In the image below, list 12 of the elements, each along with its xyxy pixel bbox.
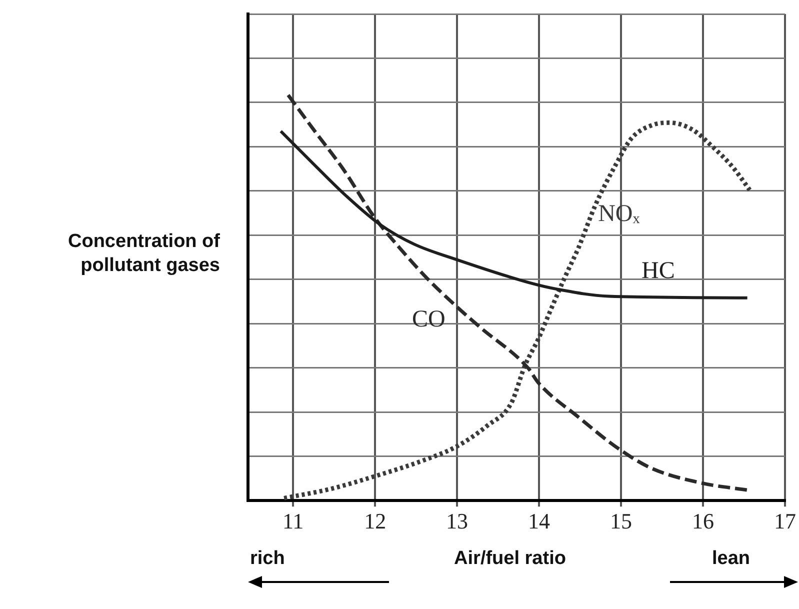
text: lean bbox=[712, 548, 750, 570]
x-tick-label: 11 bbox=[282, 508, 304, 534]
text: rich bbox=[250, 548, 285, 570]
x-tick-label: 16 bbox=[692, 508, 714, 534]
x-tick-label: 14 bbox=[528, 508, 550, 534]
x-tick-label: 13 bbox=[446, 508, 468, 534]
y-axis-title: Concentration of pollutant gases bbox=[67, 230, 220, 278]
x-axis-title: Air/fuel ratio bbox=[453, 548, 567, 570]
x-tick-label: 12 bbox=[364, 508, 386, 534]
x-tick-label: 17 bbox=[774, 508, 796, 534]
x-tick-label: 15 bbox=[610, 508, 632, 534]
series-label: HC bbox=[642, 258, 675, 284]
